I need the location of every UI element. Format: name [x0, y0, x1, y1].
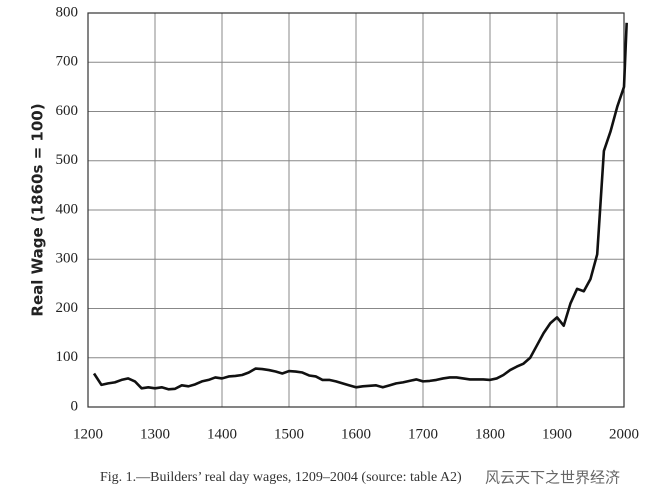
y-tick-label: 100	[56, 349, 79, 365]
x-tick-label: 1400	[207, 426, 237, 442]
y-tick-label: 700	[56, 54, 79, 70]
line	[92, 22, 628, 391]
y-tick-label: 0	[71, 398, 79, 414]
y-tick-label: 200	[56, 300, 79, 316]
y-axis-label: Real Wage (1860s = 100)	[29, 103, 47, 316]
y-tick-label: 800	[56, 4, 79, 20]
y-tick-label: 600	[56, 103, 79, 119]
plot-frame	[87, 12, 625, 408]
x-tick-label: 1500	[274, 426, 304, 442]
x-tick-label: 1900	[542, 426, 572, 442]
x-tick-label: 1800	[475, 426, 505, 442]
x-tick-label: 1300	[140, 426, 170, 442]
x-tick-label: 2000	[609, 426, 639, 442]
x-tick-label: 1200	[73, 426, 103, 442]
x-tick-label: 1600	[341, 426, 371, 442]
y-tick-label: 300	[56, 251, 79, 267]
watermark: 风云天下之世界经济	[485, 469, 620, 487]
y-tick-label: 400	[56, 201, 79, 217]
x-tick-label: 1700	[408, 426, 438, 442]
caption: Fig. 1.—Builders’ real day wages, 1209–2…	[100, 470, 462, 485]
y-tick-label: 500	[56, 152, 79, 168]
